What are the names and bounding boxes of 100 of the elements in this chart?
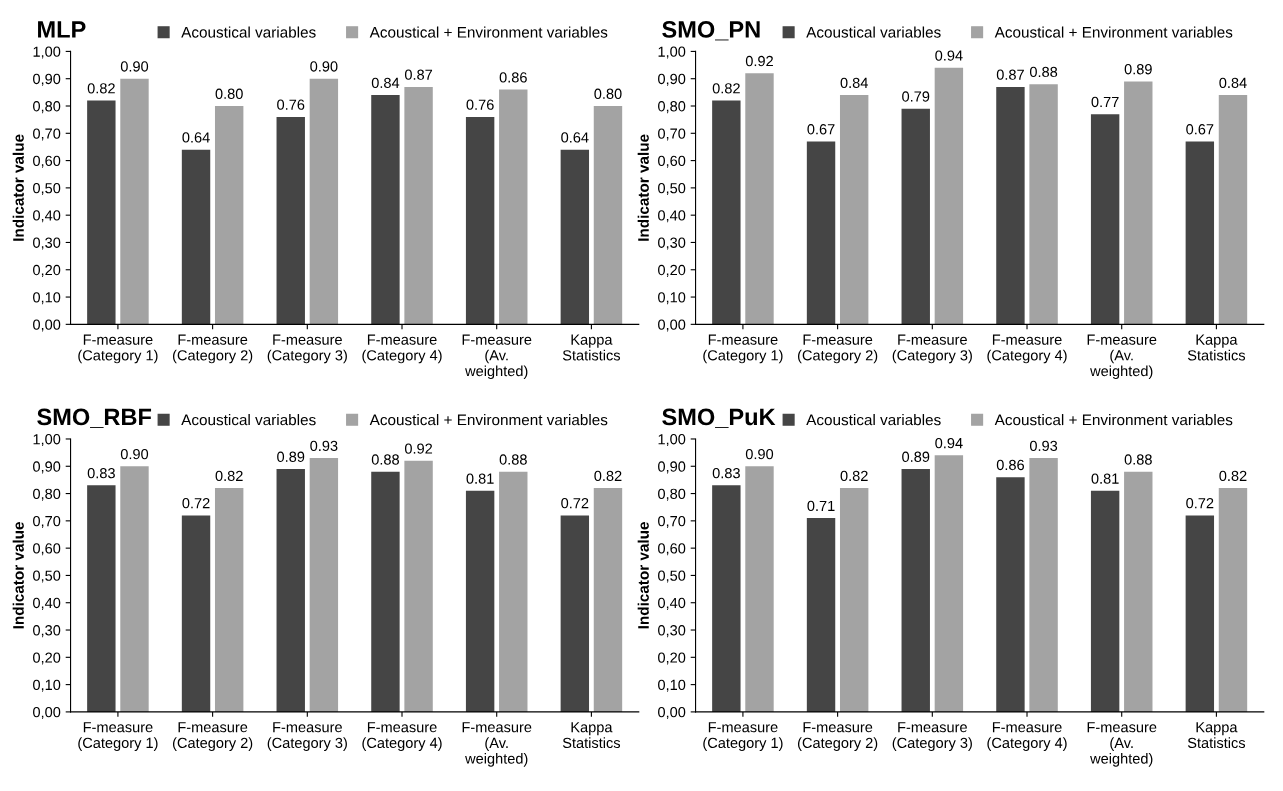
x-tick-label: F-measure (Av. weighted) <box>1087 722 1157 767</box>
x-tick-label: F-measure (Category 2) <box>798 722 878 751</box>
y-tick-label: 0,50 <box>33 182 61 196</box>
x-tick-label: F-measure (Category 2) <box>172 722 253 751</box>
bar <box>120 466 149 712</box>
y-tick-label: 0,80 <box>33 101 61 114</box>
bar <box>996 86 1025 325</box>
y-tick-label: 0,80 <box>658 101 686 114</box>
bar <box>593 488 623 712</box>
y-tick-label: 0,70 <box>33 515 61 528</box>
legend-label: Acoustical + Environment variables <box>369 414 608 426</box>
data-label: 0.86 <box>996 459 1024 471</box>
legend-label: Acoustical variables <box>806 414 941 426</box>
chart-title: SMO_PN <box>662 21 760 41</box>
bar <box>839 488 869 712</box>
data-label: 0.67 <box>1186 124 1214 135</box>
y-tick-label: 0,80 <box>658 488 686 501</box>
y-tick-label: 0,60 <box>658 155 686 168</box>
data-label: 0.67 <box>807 124 835 135</box>
y-axis-title: Indicator value <box>637 522 649 629</box>
y-tick-label: 0,30 <box>658 237 686 250</box>
y-tick-label: 0,60 <box>658 543 686 556</box>
y-tick-label: 0,40 <box>658 597 686 610</box>
y-tick-label: 0,70 <box>658 128 686 141</box>
y-tick-label: 0,40 <box>33 597 61 610</box>
data-label: 0.82 <box>712 83 740 94</box>
bar <box>1090 114 1120 325</box>
bar <box>1124 81 1153 325</box>
bar <box>901 108 930 325</box>
y-tick-label: 0,60 <box>33 155 61 168</box>
x-tick-label: F-measure (Category 4) <box>987 722 1067 751</box>
x-tick-label: F-measure (Category 1) <box>703 334 783 364</box>
y-tick-label: 0,20 <box>33 264 61 277</box>
y-tick-label: 0,30 <box>33 237 61 250</box>
x-tick-label: F-measure (Category 2) <box>172 334 253 364</box>
data-label: 0.76 <box>277 99 305 110</box>
data-label: 0.77 <box>1091 96 1119 108</box>
bar <box>560 515 590 712</box>
data-label: 0.83 <box>712 467 740 479</box>
chart-title: SMO_PuK <box>662 408 776 428</box>
x-tick-label: F-measure (Category 3) <box>267 334 347 364</box>
data-label: 0.94 <box>935 437 963 449</box>
x-tick-label: F-measure (Category 4) <box>987 334 1067 364</box>
bar <box>371 471 400 712</box>
data-label: 0.72 <box>561 498 589 509</box>
y-tick-label: 0,00 <box>33 319 61 332</box>
data-label: 0.76 <box>466 99 494 110</box>
data-label: 0.87 <box>996 69 1024 80</box>
y-tick-label: 0,00 <box>658 707 686 720</box>
x-tick-label: F-measure (Category 3) <box>892 334 972 364</box>
data-label: 0.90 <box>745 448 774 460</box>
data-label: 0.79 <box>902 91 930 102</box>
y-tick-label: 0,90 <box>658 73 686 86</box>
bar <box>1029 458 1058 712</box>
bar <box>901 468 930 712</box>
legend-label: Acoustical variables <box>181 414 316 426</box>
legend-label: Acoustical + Environment variables <box>994 414 1233 426</box>
y-tick-label: 0,90 <box>33 73 61 86</box>
y-tick-label: 0,30 <box>33 625 61 638</box>
bar <box>371 95 400 325</box>
data-label: 0.90 <box>310 61 338 72</box>
data-label: 0.64 <box>561 132 589 143</box>
x-tick-label: F-measure (Category 2) <box>798 334 878 364</box>
bar <box>593 106 623 325</box>
bar <box>181 149 211 325</box>
bar <box>996 477 1025 712</box>
bar <box>934 67 964 325</box>
bar <box>806 518 836 712</box>
bar <box>404 86 433 325</box>
bar <box>1218 95 1248 325</box>
legend-label: Acoustical + Environment variables <box>369 26 608 38</box>
bar <box>87 100 116 325</box>
data-label: 0.89 <box>1124 64 1152 75</box>
data-label: 0.90 <box>120 448 149 460</box>
y-tick-label: 1,00 <box>658 434 686 447</box>
x-tick-label: F-measure (Av. weighted) <box>462 722 532 767</box>
bar <box>1124 471 1153 712</box>
data-label: 0.82 <box>1219 470 1247 482</box>
x-tick-label: F-measure (Category 4) <box>362 334 442 364</box>
y-tick-label: 1,00 <box>658 46 686 59</box>
bar <box>1218 488 1248 712</box>
data-label: 0.81 <box>1091 473 1119 484</box>
x-tick-label: F-measure (Av. weighted) <box>1087 334 1157 380</box>
data-label: 0.89 <box>902 451 930 462</box>
bar <box>309 458 339 712</box>
x-tick-label: F-measure (Av. weighted) <box>462 334 532 380</box>
bar <box>120 78 149 325</box>
x-tick-label: F-measure (Category 1) <box>703 722 783 751</box>
data-label: 0.83 <box>87 467 115 479</box>
bar <box>1185 515 1215 712</box>
x-tick-label: Kappa Statistics <box>1187 334 1246 361</box>
data-label: 0.82 <box>215 470 243 482</box>
bar <box>404 460 433 712</box>
x-tick-label: F-measure (Category 3) <box>267 722 347 751</box>
data-label: 0.82 <box>840 470 868 482</box>
bar <box>1185 141 1215 325</box>
y-tick-label: 1,00 <box>33 46 61 59</box>
bar <box>87 485 116 712</box>
x-tick-label: Kappa Statistics <box>562 722 621 749</box>
bar <box>712 100 741 325</box>
